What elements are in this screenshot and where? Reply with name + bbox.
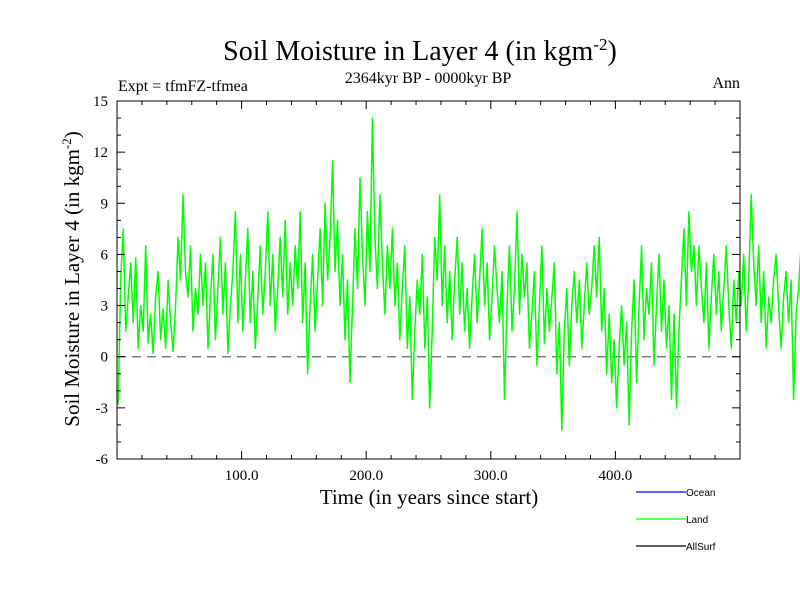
x-tick-label: 100.0 [225,468,259,484]
x-axis-ticks: 100.0 200.0 300.0 400.0 [141,101,716,484]
x-axis-label: Time (in years since start) [320,485,539,509]
y-tick-label: -6 [96,452,109,468]
x-tick-label: 400.0 [599,468,633,484]
x-tick-label: 300.0 [474,468,508,484]
plot-frame [116,100,741,460]
land-series-line [117,117,800,431]
y-axis-label: Soil Moisture in Layer 4 (in kgm-2) [59,131,84,426]
x-tick-label: 200.0 [349,468,383,484]
legend: Ocean Land AllSurf [636,488,716,553]
chart-subtitle: 2364kyr BP - 0000kyr BP [345,70,512,87]
legend-label-land: Land [686,515,708,526]
legend-label-ocean: Ocean [686,488,715,499]
y-tick-label: 3 [101,299,109,315]
legend-label-allsurf: AllSurf [686,542,716,553]
chart-title: Soil Moisture in Layer 4 (in kgm-2) [223,35,617,67]
y-axis-ticks: -6 -3 0 3 6 9 12 15 [93,94,740,468]
y-tick-label: 0 [101,350,109,366]
y-tick-label: 9 [101,196,109,212]
y-tick-label: 6 [101,247,109,263]
y-tick-label: -3 [96,401,109,417]
experiment-label: Expt = tfmFZ-tfmea [118,78,248,95]
season-label: Ann [712,75,740,92]
plot-area: 100.0 200.0 300.0 400.0 -6 -3 0 3 6 9 12 15 [93,94,800,484]
y-tick-label: 15 [93,94,108,110]
y-tick-label: 12 [93,145,108,161]
